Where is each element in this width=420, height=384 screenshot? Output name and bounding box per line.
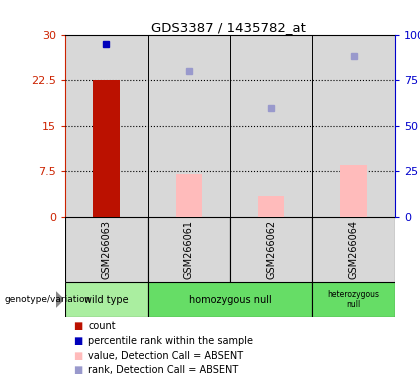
Bar — [147, 282, 312, 317]
Text: ■: ■ — [74, 321, 83, 331]
Bar — [230, 35, 312, 217]
Bar — [312, 217, 395, 282]
Bar — [65, 217, 147, 282]
Bar — [65, 35, 147, 217]
Bar — [258, 196, 284, 217]
Bar — [147, 217, 230, 282]
Text: genotype/variation: genotype/variation — [4, 295, 90, 304]
Text: rank, Detection Call = ABSENT: rank, Detection Call = ABSENT — [88, 365, 239, 375]
Text: GSM266063: GSM266063 — [101, 220, 111, 279]
Text: GSM266062: GSM266062 — [266, 220, 276, 279]
Text: ■: ■ — [74, 351, 83, 361]
Bar — [230, 217, 312, 282]
Bar — [147, 35, 230, 217]
Bar — [176, 174, 202, 217]
Text: homozygous null: homozygous null — [189, 295, 271, 305]
Polygon shape — [56, 292, 63, 307]
Text: GSM266064: GSM266064 — [349, 220, 359, 279]
Text: GSM266061: GSM266061 — [184, 220, 194, 279]
Bar — [65, 282, 147, 317]
Text: value, Detection Call = ABSENT: value, Detection Call = ABSENT — [88, 351, 243, 361]
Bar — [312, 282, 395, 317]
Text: GDS3387 / 1435782_at: GDS3387 / 1435782_at — [152, 21, 306, 34]
Text: wild type: wild type — [84, 295, 129, 305]
Bar — [340, 165, 367, 217]
Text: ■: ■ — [74, 336, 83, 346]
Text: ■: ■ — [74, 365, 83, 375]
Bar — [93, 80, 120, 217]
Bar — [312, 35, 395, 217]
Text: percentile rank within the sample: percentile rank within the sample — [88, 336, 253, 346]
Text: count: count — [88, 321, 116, 331]
Text: heterozygous
null: heterozygous null — [328, 290, 380, 309]
